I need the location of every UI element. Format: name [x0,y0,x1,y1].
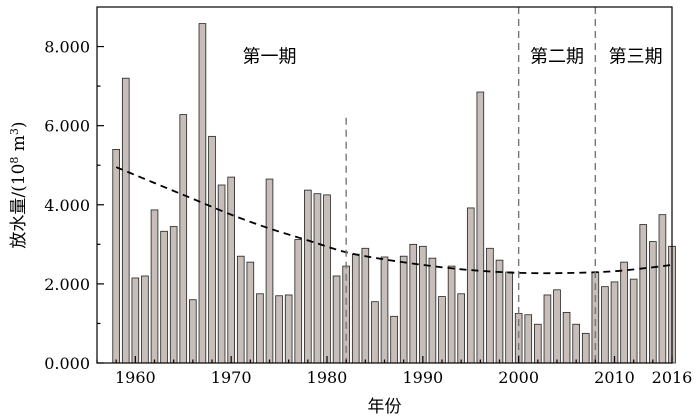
y-tick-label-8.000: 8.000 [44,38,90,57]
bar-1972 [246,261,255,364]
y-tick-label-2.000: 2.000 [44,275,90,294]
bar-series [112,23,676,364]
bar-1994 [457,293,465,364]
bar-1964 [169,226,178,364]
bar-1985 [371,301,379,364]
x-tick-label-2000: 2000 [498,368,539,387]
period-label-1: 第一期 [243,46,297,67]
bar-1992 [438,296,446,364]
y-axis: 0.000 2.000 4.000 6.000 8.000 [44,38,104,373]
bar-2014 [649,241,657,364]
bar-1978 [304,189,312,364]
bar-1974 [265,178,274,364]
y-tick-label-6.000: 6.000 [44,117,90,136]
bar-1989 [409,243,418,364]
bar-1970 [227,176,235,364]
x-tick-label-2010: 2010 [594,368,635,387]
bar-2011 [620,261,628,364]
bar-1961 [141,275,149,364]
y-axis-label-main: 放水量/(10 [9,164,29,249]
period-labels: 第一期 第二期 第三期 [243,46,663,67]
x-axis: 1960 1970 1980 1990 2000 2010 2016 [96,356,693,387]
bar-1990 [419,245,427,364]
bar-2002 [534,323,542,364]
bar-1993 [447,265,456,364]
bar-2003 [543,294,552,364]
bar-1966 [189,299,197,364]
y-tick-label-0.000: 0.000 [44,354,90,373]
bar-2009 [601,286,609,364]
bar-1977 [294,239,303,364]
bar-1987 [390,315,398,364]
period-dividers [345,7,597,363]
x-tick-label-1990: 1990 [402,368,443,387]
bar-2007 [581,332,590,364]
bar-1958 [112,148,120,364]
bar-1988 [399,255,408,364]
y-axis-label-unit: m [9,135,29,157]
bar-1960 [131,277,140,364]
y-axis-label-sup2: 3 [8,128,21,135]
bar-1991 [428,257,437,364]
x-tick-label-1970: 1970 [211,368,252,387]
x-tick-label-2016: 2016 [652,368,693,387]
bar-1998 [495,259,504,364]
bar-2004 [553,289,561,364]
bar-1963 [160,230,168,364]
bar-1968 [208,135,216,364]
bar-2012 [629,278,638,364]
y-axis-label: 放水量/(108 m3) [8,121,30,248]
bar-1976 [284,294,293,364]
bar-2015 [658,214,667,364]
bar-2013 [639,224,648,364]
bar-1983 [351,253,360,364]
bar-1984 [361,247,370,364]
bar-1980 [323,194,331,364]
bar-1999 [505,271,513,364]
bar-1981 [332,275,341,364]
bar-1962 [150,209,159,364]
bar-1995 [466,207,475,364]
x-tick-label-1960: 1960 [115,368,156,387]
bar-1997 [486,247,494,364]
x-axis-label: 年份 [368,397,402,417]
y-tick-label-4.000: 4.000 [44,196,90,215]
bar-2001 [524,314,533,364]
bar-1965 [179,114,188,364]
bar-1996 [476,91,485,364]
bar-1971 [236,255,245,364]
bar-1973 [256,293,264,364]
y-axis-label-close: ) [9,121,29,128]
bar-1967 [198,23,207,364]
bar-1959 [121,77,130,364]
bar-2010 [610,281,619,364]
period-label-3: 第三期 [609,46,663,67]
period-label-2: 第二期 [530,46,584,67]
y-axis-label-sup: 8 [8,157,21,164]
bar-2006 [572,323,580,364]
bar-1986 [380,256,389,364]
bar-1975 [275,295,283,364]
bar-1979 [313,193,322,364]
bar-2005 [562,311,571,364]
x-tick-label-1980: 1980 [307,368,348,387]
